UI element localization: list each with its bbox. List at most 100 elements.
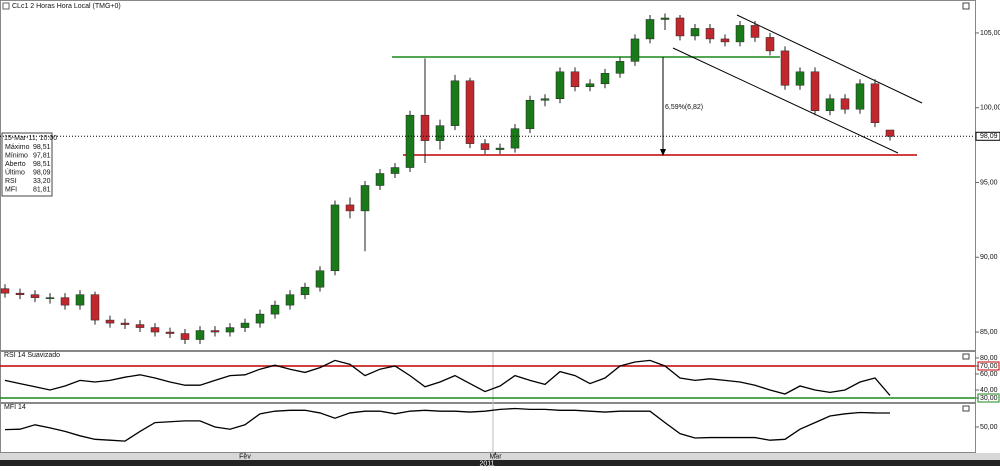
candle-body <box>510 128 520 149</box>
info-label: Mínimo <box>5 152 28 159</box>
window-title: CLc1 2 Horas Hora Local (TMG+0) <box>12 3 121 10</box>
candle-body <box>30 294 40 298</box>
info-date: 15-Mar-11, 10:00 <box>4 135 57 142</box>
mfi-panel <box>0 403 976 453</box>
candle-body <box>345 204 355 212</box>
y-tick-label: 105,00 <box>980 30 1000 37</box>
mfi-close[interactable] <box>962 405 970 412</box>
candle-body <box>645 19 655 40</box>
candle-body <box>390 167 400 174</box>
candle-body <box>810 71 820 111</box>
candle-body <box>105 319 115 324</box>
y-tick-label: 70,00 <box>980 363 998 370</box>
info-value: 97,81 <box>33 152 51 159</box>
info-label: Aberto <box>5 161 26 168</box>
candle-body <box>660 17 670 20</box>
candle-body <box>360 185 370 212</box>
candle-body <box>615 61 625 74</box>
info-frame <box>1 132 53 197</box>
candle-body <box>570 71 580 88</box>
candle-body <box>165 331 175 334</box>
candle-body <box>555 71 565 99</box>
candle-body <box>690 28 700 37</box>
y-tick-label: 85,00 <box>980 329 998 336</box>
rsi-panel <box>0 351 976 403</box>
candle-body <box>270 304 280 315</box>
candle-body <box>465 80 475 144</box>
measure-arrow <box>660 149 666 156</box>
y-tick-label: 80,00 <box>980 355 998 362</box>
info-label: Máximo <box>5 144 30 151</box>
candle-body <box>435 125 445 141</box>
indicator-line <box>4 407 891 442</box>
info-label: MFI <box>5 186 17 193</box>
candle-body <box>600 73 610 85</box>
candle-body <box>720 38 730 43</box>
candle-body <box>750 25 760 38</box>
candle-body <box>780 50 790 86</box>
candle-body <box>120 322 130 325</box>
x-tick-label: Fev <box>239 453 251 460</box>
candle-body <box>765 37 775 52</box>
info-value: 98,09 <box>33 169 51 176</box>
candle-body <box>795 71 805 86</box>
candle-body <box>480 143 490 150</box>
candle-body <box>255 313 265 324</box>
candle-body <box>630 38 640 62</box>
price-panel <box>0 0 976 351</box>
y-tick-label: 30,00 <box>980 395 998 402</box>
x-tick-label: Mar <box>489 453 502 460</box>
measure-label: 6,59%(6,82) <box>665 104 703 111</box>
candle-body <box>705 28 715 40</box>
candle-body <box>285 294 295 306</box>
candle-body <box>840 98 850 110</box>
candle-body <box>15 292 25 295</box>
candle-body <box>45 297 55 299</box>
info-value: 98,51 <box>33 161 51 168</box>
candle-body <box>60 297 70 306</box>
info-value: 81,81 <box>33 186 51 193</box>
y-tick-label: 95,00 <box>980 179 998 186</box>
candle-body <box>90 294 100 321</box>
candle-body <box>450 80 460 126</box>
candle-body <box>675 17 685 37</box>
candle-body <box>195 330 205 340</box>
rsi-close[interactable] <box>962 353 970 360</box>
candle-body <box>585 83 595 88</box>
candle-body <box>420 114 430 141</box>
candle-body <box>495 147 505 150</box>
window-icon[interactable] <box>2 2 10 10</box>
close-button[interactable] <box>962 2 970 10</box>
candle-body <box>405 114 415 168</box>
info-label: Último <box>5 167 25 176</box>
y-tick-label: 50,00 <box>980 424 998 431</box>
info-value: 98,51 <box>33 144 51 151</box>
candle-body <box>735 25 745 43</box>
y-tick-label: 90,00 <box>980 254 998 261</box>
candle-body <box>525 99 535 129</box>
candle-body <box>825 98 835 111</box>
candle-body <box>330 204 340 271</box>
level-tag <box>977 361 1000 371</box>
panel-title: RSI 14 Suavizado <box>4 352 60 359</box>
y-tick-label: 60,00 <box>980 371 998 378</box>
candle-body <box>855 83 865 110</box>
candle-body <box>75 294 85 306</box>
candle-body <box>540 98 550 101</box>
channel-upper <box>736 14 923 104</box>
year-strip <box>0 460 1000 466</box>
info-label: RSI <box>5 178 17 185</box>
info-box: 15-Mar-11, 10:00 <box>1 132 57 197</box>
candle-body <box>225 327 235 333</box>
candle-body <box>315 270 325 288</box>
candle-body <box>240 322 250 328</box>
level-tag <box>977 393 1000 403</box>
candle-body <box>870 83 880 123</box>
info-value: 33,20 <box>33 178 51 185</box>
channel-lower <box>672 47 899 154</box>
candle-body <box>0 288 10 294</box>
candle-body <box>885 129 895 137</box>
candle-body <box>180 333 190 340</box>
candle-body <box>150 327 160 333</box>
